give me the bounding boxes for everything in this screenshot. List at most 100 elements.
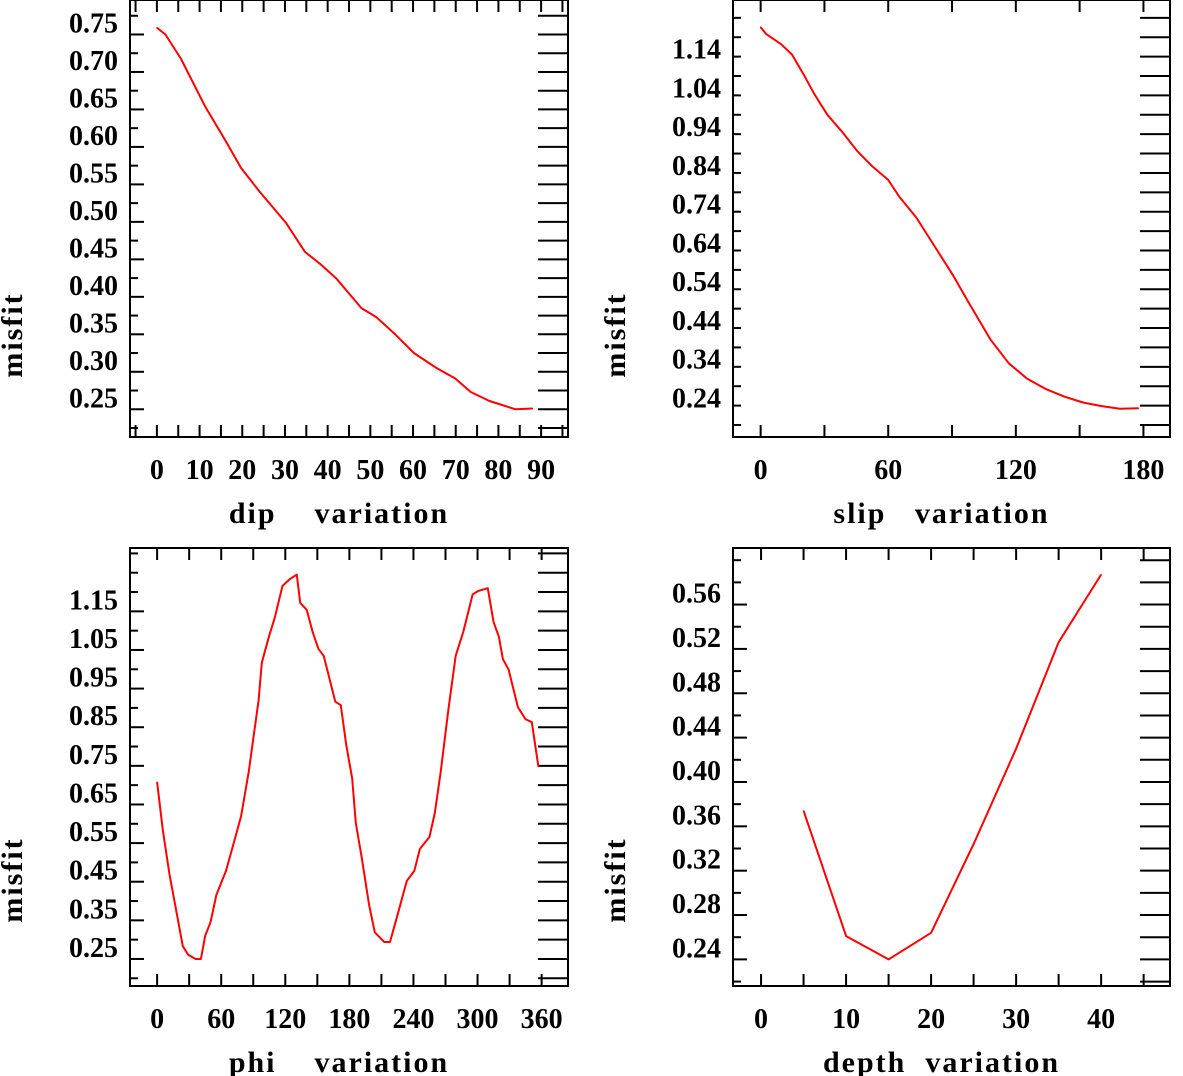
y-tick-label: 1.15 <box>69 585 118 616</box>
data-point <box>389 941 391 943</box>
data-point <box>1063 396 1066 398</box>
x-tick-label: 30 <box>1002 1004 1030 1035</box>
data-point <box>517 706 519 708</box>
data-point <box>204 935 206 937</box>
data-point <box>492 621 495 623</box>
y-tick-label: 0.28 <box>672 889 721 920</box>
data-point <box>1119 408 1121 410</box>
data-point <box>281 585 284 587</box>
data-point <box>1082 401 1084 404</box>
data-point <box>524 718 526 720</box>
data-point <box>841 131 843 133</box>
x-tick-label: 20 <box>917 1004 945 1035</box>
x-tick-label: 120 <box>264 1004 306 1035</box>
data-point <box>289 578 291 580</box>
data-point <box>934 246 936 248</box>
data-point <box>360 307 362 309</box>
data-point <box>215 894 218 896</box>
y-tick-label: 0.50 <box>69 196 118 227</box>
y-tick-label: 0.94 <box>672 112 721 143</box>
y-tick-label: 0.52 <box>672 623 721 654</box>
data-point <box>887 179 889 181</box>
data-point <box>319 263 321 265</box>
depth-panel: 0 10 20 30 40 0.24 0.28 0.32 0.36 0.40 0.44 0.48 0.5… <box>599 547 1171 1076</box>
data-point <box>1058 641 1060 643</box>
data-point <box>406 880 408 882</box>
data-point <box>498 636 500 638</box>
data-point <box>802 73 804 75</box>
x-tick-label: 180 <box>328 1004 370 1035</box>
data-point <box>396 914 399 916</box>
x-tick-label: 80 <box>484 455 512 486</box>
data-point <box>162 829 164 831</box>
y-tick-label: 0.64 <box>672 228 721 259</box>
x-tick-label: 300 <box>457 1004 499 1035</box>
x-tick-label: 240 <box>392 1004 434 1035</box>
data-point <box>826 114 829 116</box>
data-point <box>447 709 449 711</box>
data-point <box>225 140 227 142</box>
data-point <box>240 167 242 169</box>
data-point <box>760 26 762 28</box>
x-axis-label: phi variation <box>229 1046 449 1076</box>
plot-frame <box>129 547 569 987</box>
data-point <box>351 777 353 780</box>
data-point <box>488 400 491 402</box>
x-tick-label: 360 <box>521 1004 563 1035</box>
y-tick-label: 0.84 <box>672 151 721 182</box>
misfit-series-line <box>156 26 533 411</box>
data-point <box>268 634 270 636</box>
y-tick-label: 0.74 <box>672 190 721 221</box>
data-point <box>930 932 932 934</box>
data-point <box>261 662 263 664</box>
x-tick-label: 10 <box>186 455 214 486</box>
data-point <box>306 609 308 611</box>
data-point <box>182 945 184 947</box>
x-tick-label: 10 <box>832 1004 860 1035</box>
data-point <box>477 590 479 592</box>
data-point <box>257 699 260 701</box>
y-tick-label: 0.24 <box>672 933 721 964</box>
data-point <box>472 593 474 595</box>
data-point <box>168 873 171 875</box>
phi-panel: 0 60 120 180 240 300 360 0.25 0.35 0.45 0.55 0.65 0.… <box>0 547 569 1076</box>
x-tick-label: 0 <box>754 1004 768 1035</box>
misfit-series-line <box>759 26 1139 410</box>
data-point <box>164 33 167 36</box>
y-axis-label: misfit <box>599 292 632 377</box>
data-point <box>194 958 197 960</box>
data-point <box>225 870 227 872</box>
plot-frame <box>129 0 569 438</box>
y-tick-label: 0.45 <box>69 233 118 264</box>
data-point <box>780 43 782 45</box>
data-point <box>967 301 969 303</box>
y-tick-label: 0.95 <box>69 663 118 694</box>
data-point <box>299 602 301 604</box>
data-point <box>470 391 472 393</box>
data-point <box>345 743 347 746</box>
data-point <box>336 278 338 280</box>
data-point <box>355 822 357 824</box>
y-tick-label: 0.54 <box>672 267 721 298</box>
y-tick-label: 1.04 <box>672 73 721 104</box>
y-tick-label: 1.14 <box>672 34 721 65</box>
x-tick-label: 60 <box>874 455 902 486</box>
x-tick-label: 120 <box>995 455 1037 486</box>
data-point <box>180 57 182 60</box>
data-point <box>156 27 158 29</box>
data-point <box>531 721 533 723</box>
y-tick-label: 0.55 <box>69 158 118 189</box>
data-point <box>989 338 991 340</box>
x-tick-label: 0 <box>754 455 768 486</box>
y-tick-label: 0.56 <box>672 579 721 610</box>
y-tick-label: 0.55 <box>69 817 118 848</box>
data-point <box>514 408 517 410</box>
dip-panel: 0 10 20 30 40 50 60 70 80 90 0.25 0.30 0.35 0.40 0.45 0… <box>0 0 569 530</box>
data-point <box>312 631 314 633</box>
data-point <box>259 191 261 193</box>
data-point <box>537 766 540 768</box>
data-point <box>375 316 377 318</box>
data-point <box>240 815 242 817</box>
y-tick-label: 0.25 <box>69 933 118 964</box>
slip-panel: 0 60 120 180 0.24 0.34 0.44 0.54 0.64 0.74 0.84 0.9… <box>599 0 1171 530</box>
